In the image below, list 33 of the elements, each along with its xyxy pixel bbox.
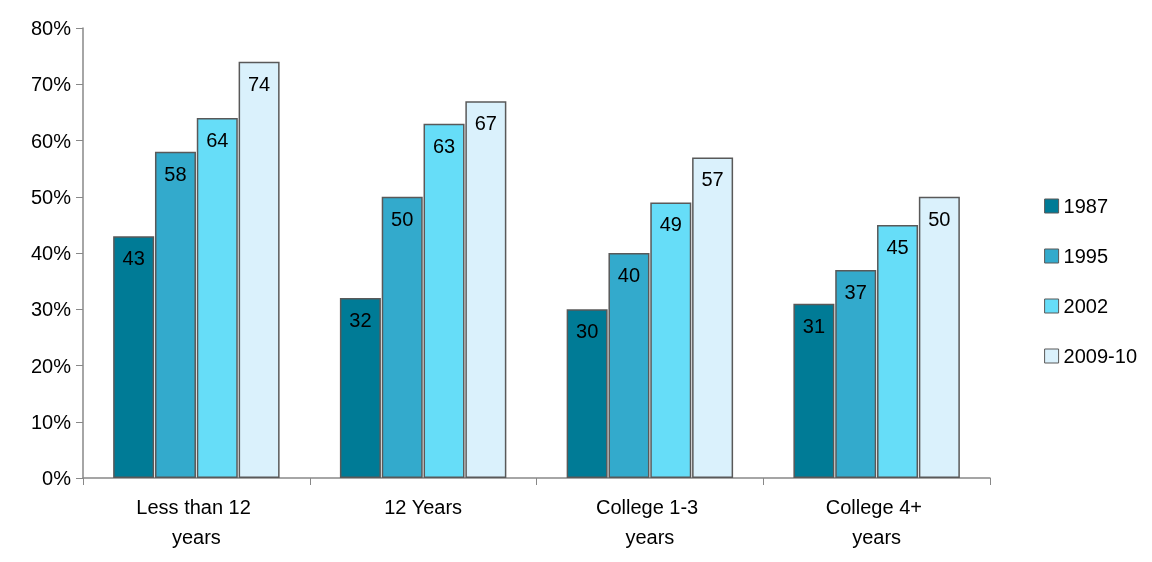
y-tick-label: 80%: [30, 17, 72, 39]
legend-label: 2002: [1063, 295, 1109, 317]
data-label: 43: [122, 247, 145, 270]
legend-label: 2009-10: [1063, 345, 1138, 367]
y-tick-label: 20%: [30, 354, 72, 377]
data-label: 50: [928, 207, 951, 230]
legend-label: 1987: [1063, 195, 1109, 217]
x-tick-label: College 4+ years: [825, 496, 928, 548]
data-label: 64: [206, 129, 229, 151]
data-label: 67: [474, 112, 497, 135]
legend-label: 1995: [1063, 245, 1109, 267]
data-label: 63: [432, 134, 456, 157]
y-tick-label: 10%: [30, 410, 72, 433]
x-tick-label: Less than 12 years: [136, 496, 257, 548]
data-label: 57: [701, 168, 724, 191]
y-tick-label: 40%: [30, 242, 72, 264]
data-label: 30: [576, 320, 599, 343]
y-tick-label: 60%: [30, 129, 72, 152]
data-label: 74: [247, 72, 271, 95]
data-label: 32: [349, 309, 372, 331]
data-label: 49: [659, 213, 682, 236]
y-tick-label: 30%: [30, 298, 72, 321]
x-tick-label: College 1-3 years: [595, 496, 704, 548]
x-tick-label: 12 Years: [384, 496, 463, 518]
data-label: 50: [391, 207, 414, 230]
y-tick-label: 0%: [42, 467, 72, 489]
data-label: 58: [164, 162, 187, 185]
y-tick-label: 70%: [30, 73, 72, 96]
data-label: 45: [886, 235, 909, 258]
data-label: 31: [802, 314, 826, 337]
data-label: 40: [617, 264, 641, 286]
data-label: 37: [844, 280, 867, 303]
y-tick-label: 50%: [30, 185, 72, 208]
